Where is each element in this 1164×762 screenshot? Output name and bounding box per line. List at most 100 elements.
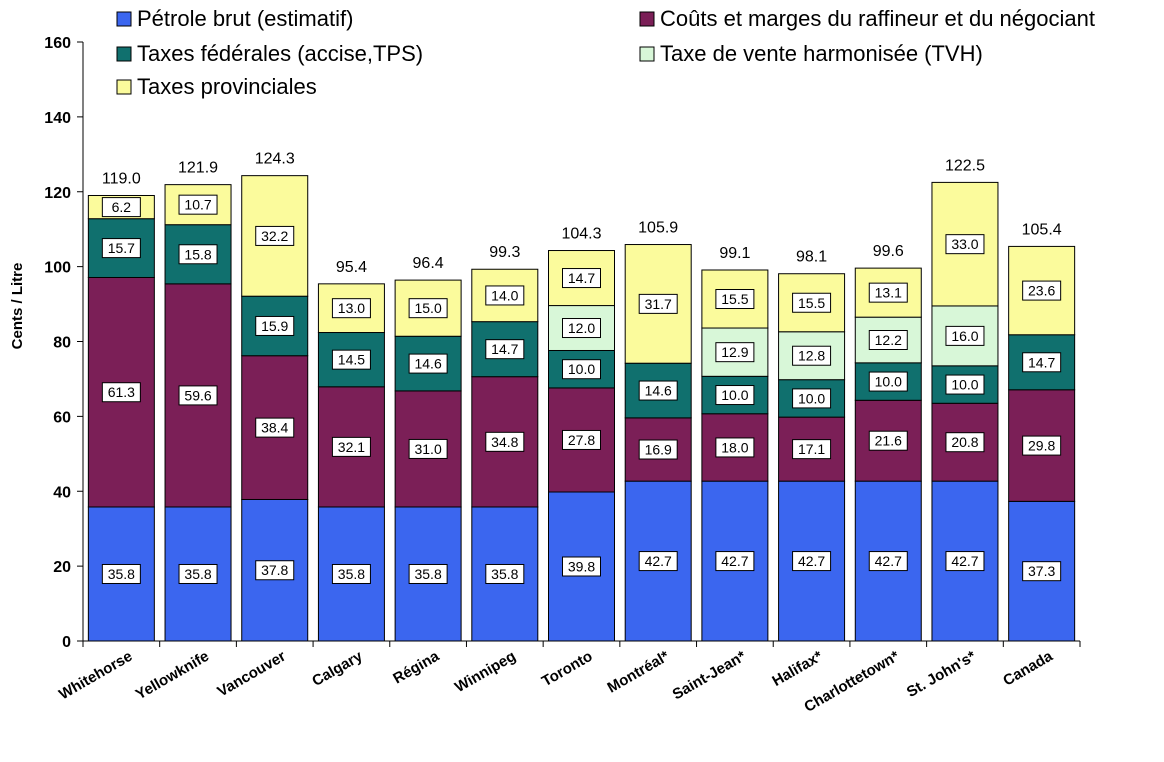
- bar-group-regina: 35.8 31.0 14.6 15.0 96.4: [394, 255, 462, 642]
- total-label: 98.1: [796, 249, 827, 266]
- bar-group-canada: 37.3 29.8 14.7 23.6 105.4: [1008, 221, 1076, 642]
- data-label: 38.4: [261, 420, 288, 436]
- data-label-box: [638, 380, 678, 401]
- y-tick-label: 40: [53, 484, 71, 501]
- data-label: 10.0: [951, 377, 978, 393]
- data-label: 14.0: [491, 287, 518, 303]
- data-label-box: [945, 234, 985, 255]
- data-label-box: [638, 551, 678, 572]
- x-category-label-canada: Canada: [1000, 647, 1056, 689]
- data-label: 15.0: [414, 300, 441, 316]
- legend-label: Pétrole brut (estimatif): [137, 6, 353, 31]
- data-label: 42.7: [798, 553, 825, 569]
- total-label: 96.4: [413, 255, 444, 272]
- legend-swatch: [639, 11, 655, 27]
- data-label-box: [331, 349, 371, 370]
- data-label-box: [792, 388, 832, 409]
- data-label-box: [101, 238, 141, 259]
- data-label: 12.2: [875, 332, 902, 348]
- data-label: 42.7: [721, 553, 748, 569]
- data-label-box: [562, 318, 601, 339]
- legend-item-taxe-de-vente-harmonisee-tvh: Taxe de vente harmonisée (TVH): [639, 41, 983, 66]
- data-label-box: [408, 353, 448, 374]
- total-label: 124.3: [255, 151, 295, 168]
- legend-item-taxes-provinciales: Taxes provinciales: [116, 74, 317, 99]
- data-label: 6.2: [112, 199, 132, 215]
- data-label-box: [485, 285, 525, 306]
- legend-label: Taxes fédérales (accise,TPS): [137, 41, 423, 66]
- y-tick-label: 120: [44, 185, 71, 202]
- legend-item-taxes-federales-accise-tps: Taxes fédérales (accise,TPS): [116, 41, 423, 66]
- bar-group-toronto: 39.8 27.8 10.0 12.0 14.7 104.3: [548, 226, 615, 642]
- y-tick-label: 60: [53, 409, 71, 426]
- bar-group-charlottetown: 42.7 21.6 10.0 12.2 13.1 99.6: [854, 243, 922, 642]
- y-tick-label: 140: [44, 110, 71, 127]
- bar-group-winnipeg: 35.8 34.8 14.7 14.0 99.3: [471, 244, 539, 642]
- x-category-label-halifax: Halifax*: [769, 648, 825, 690]
- data-label: 35.8: [414, 566, 441, 582]
- total-label: 95.4: [336, 259, 367, 276]
- bars: 35.8 61.3 15.7 6.2 119.0 35.8 59.6 15.8 10.7 121.…: [87, 151, 1076, 642]
- y-tick-label: 20: [53, 559, 71, 576]
- total-label: 99.3: [489, 244, 520, 261]
- data-label-box: [945, 374, 985, 395]
- data-label: 14.6: [414, 356, 441, 372]
- data-label: 42.7: [875, 553, 902, 569]
- data-label: 10.7: [184, 197, 211, 213]
- data-label-box: [101, 382, 141, 403]
- data-label: 14.6: [645, 383, 672, 399]
- data-label-box: [562, 359, 601, 380]
- y-tick-label: 160: [44, 35, 71, 52]
- bar-group-halifax: 42.7 17.1 10.0 12.8 15.5 98.1: [778, 249, 846, 642]
- data-label: 42.7: [951, 553, 978, 569]
- data-label: 31.0: [414, 441, 441, 457]
- data-label: 29.8: [1028, 438, 1055, 454]
- data-label-box: [178, 244, 218, 265]
- data-label-box: [408, 563, 448, 584]
- data-label: 23.6: [1028, 283, 1055, 299]
- data-label: 15.9: [261, 318, 288, 334]
- x-category-label-whitehorse: Whitehorse: [56, 648, 135, 704]
- data-label-box: [101, 563, 141, 584]
- total-label: 105.9: [638, 220, 678, 237]
- data-label: 16.9: [645, 442, 672, 458]
- data-label-box: [868, 430, 908, 451]
- legend-item-couts-et-marges-du-raffineur-et-du-negociant: Coûts et marges du raffineur et du négoc…: [639, 6, 1095, 31]
- x-category-label-winnipeg: Winnipeg: [452, 648, 519, 696]
- data-label: 14.7: [1028, 354, 1055, 370]
- data-label-box: [638, 293, 678, 314]
- legend-swatch: [116, 79, 132, 95]
- y-axis: 0 20 40 60 80 100 120 140 160: [44, 35, 84, 651]
- data-label: 15.7: [108, 240, 135, 256]
- data-label: 10.0: [721, 387, 748, 403]
- bar-group-whitehorse: 35.8 61.3 15.7 6.2 119.0: [87, 170, 155, 642]
- data-label-box: [715, 385, 755, 406]
- data-label: 16.0: [951, 328, 978, 344]
- data-label-box: [1022, 280, 1062, 301]
- legend-swatch: [116, 46, 132, 62]
- data-label-box: [868, 282, 908, 303]
- x-category-label-calgary: Calgary: [309, 647, 366, 690]
- data-label: 37.3: [1028, 563, 1055, 579]
- total-label: 119.0: [102, 170, 141, 187]
- data-label-box: [562, 556, 601, 577]
- data-label-box: [1022, 435, 1062, 456]
- legend-swatch: [116, 11, 132, 27]
- data-label: 37.8: [261, 562, 288, 578]
- data-label: 35.8: [108, 566, 135, 582]
- data-label: 14.7: [568, 270, 595, 286]
- data-label: 10.0: [798, 390, 825, 406]
- legend-item-petrole-brut-estimatif: Pétrole brut (estimatif): [116, 6, 353, 31]
- data-label: 20.8: [951, 434, 978, 450]
- legend-label: Taxes provinciales: [137, 74, 317, 99]
- data-label: 12.9: [721, 344, 748, 360]
- data-label: 61.3: [108, 384, 135, 400]
- bar-segment-couts-et-marges-du-raffineur-et-du-negociant: [1008, 389, 1076, 502]
- data-label-box: [715, 289, 755, 310]
- data-label: 13.1: [875, 285, 902, 301]
- data-label-box: [255, 225, 295, 246]
- x-category-label-saint-jean: Saint-Jean*: [670, 648, 749, 704]
- data-label: 17.1: [798, 441, 825, 457]
- data-label: 15.8: [184, 246, 211, 262]
